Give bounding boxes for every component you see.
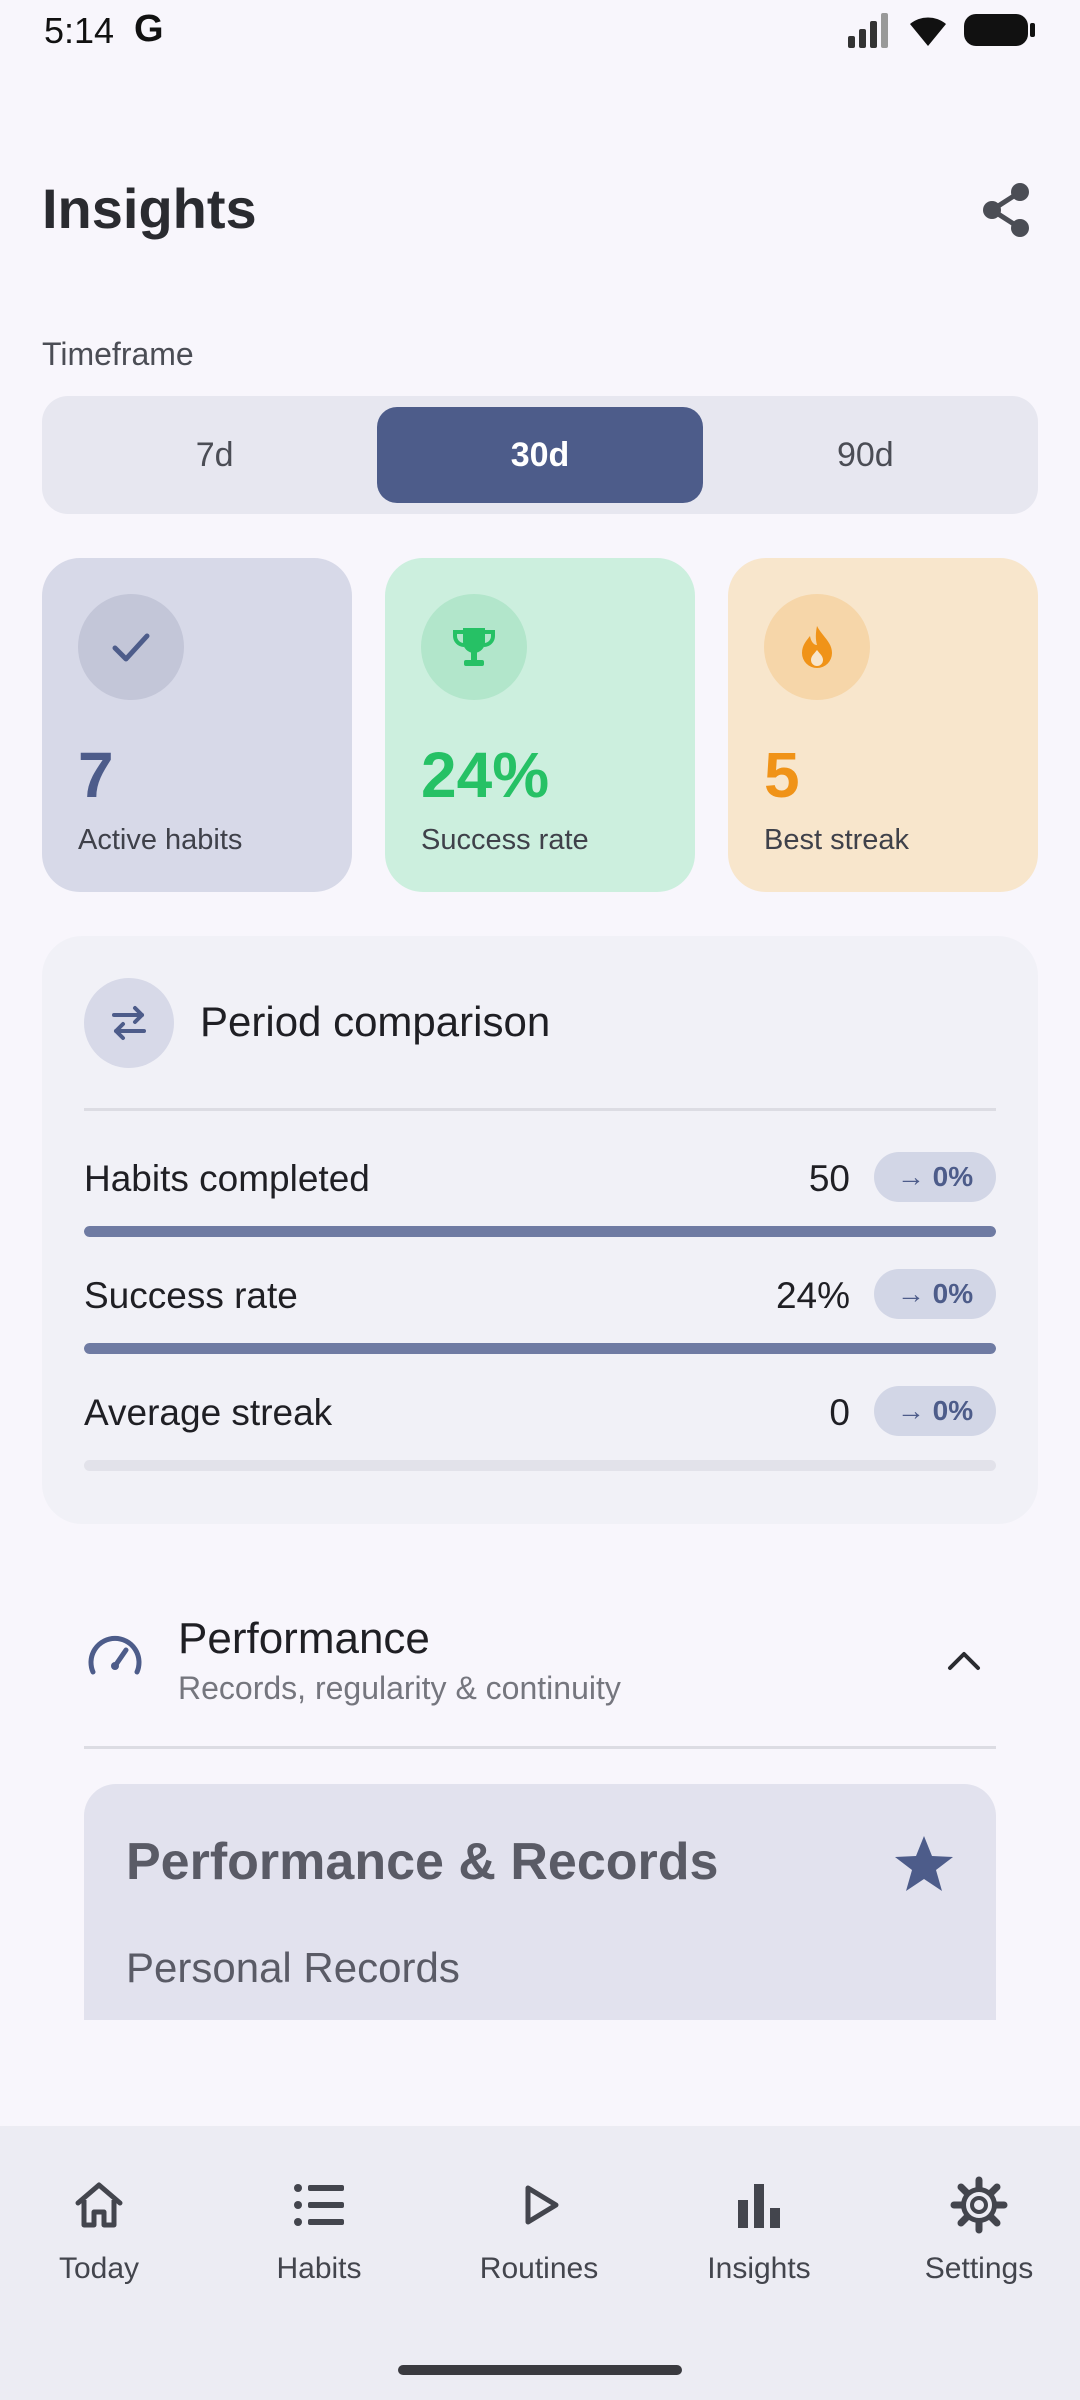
signal-icon: [848, 13, 888, 48]
star-icon: [895, 1836, 953, 1891]
nav-insights[interactable]: Insights: [669, 2176, 849, 2326]
check-icon: [112, 633, 150, 662]
success-rate-card: 24% Success rate: [385, 558, 695, 892]
timeframe-option-30d[interactable]: 30d: [377, 407, 703, 503]
metric-label: Habits completed: [84, 1158, 370, 1199]
performance-subtitle: Records, regularity & continuity: [178, 1670, 621, 1706]
nav-settings[interactable]: Settings: [889, 2176, 1069, 2326]
active-habits-card: 7 Active habits: [42, 558, 352, 892]
metric-average-streak: Average streak 0 → 0%: [84, 1386, 996, 1472]
divider: [84, 1746, 996, 1749]
divider: [84, 1108, 996, 1111]
metric-label: Average streak: [84, 1392, 333, 1433]
bar-chart-icon: [738, 2184, 780, 2228]
nav-label: Today: [58, 2252, 140, 2285]
metric-progress-fill: [84, 1343, 996, 1354]
bottom-navigation: Today Habits Routines Insights: [0, 2126, 1080, 2400]
flame-icon: [802, 626, 832, 668]
share-icon: [983, 183, 1029, 237]
battery-icon: [964, 14, 1035, 46]
chevron-up-icon[interactable]: [944, 1640, 984, 1680]
metric-change-badge: → 0%: [874, 1269, 996, 1319]
metric-habits-completed: Habits completed 50 → 0%: [84, 1152, 996, 1238]
list-icon: [294, 2184, 344, 2226]
active-habits-value: 7: [78, 739, 114, 811]
active-habits-label: Active habits: [78, 824, 243, 856]
gear-icon: [950, 2176, 1008, 2234]
timeframe-option-7d[interactable]: 7d: [195, 435, 234, 474]
metric-label: Success rate: [84, 1275, 298, 1316]
metric-change-badge: → 0%: [874, 1386, 996, 1436]
play-icon: [525, 2185, 559, 2225]
nav-label: Habits: [276, 2252, 362, 2285]
success-rate-value: 24%: [421, 739, 550, 811]
best-streak-label: Best streak: [764, 824, 910, 856]
trophy-icon: [453, 628, 495, 666]
period-comparison-card: Period comparison Habits completed 50 → …: [42, 936, 1038, 1524]
nav-routines[interactable]: Routines: [449, 2176, 629, 2326]
swap-arrows-icon: [112, 1006, 146, 1040]
metric-progress-bar: [84, 1226, 996, 1237]
success-rate-badge: [421, 594, 527, 700]
home-indicator: [398, 2365, 682, 2375]
best-streak-value: 5: [764, 739, 800, 811]
active-habits-badge: [78, 594, 184, 700]
metric-value: 24%: [775, 1275, 850, 1316]
metric-success-rate: Success rate 24% → 0%: [84, 1269, 996, 1355]
best-streak-card: 5 Best streak: [728, 558, 1038, 892]
nav-label: Insights: [707, 2252, 811, 2285]
nav-label: Routines: [479, 2252, 599, 2285]
metric-progress-bar: [84, 1343, 996, 1354]
nav-habits[interactable]: Habits: [229, 2176, 409, 2326]
wifi-icon: [910, 17, 946, 46]
google-logo: G: [134, 8, 164, 50]
nav-label: Settings: [924, 2252, 1034, 2285]
timeframe-selector: 7d 30d 90d: [42, 396, 1038, 514]
metric-progress-fill: [84, 1226, 996, 1237]
performance-records-card: Performance & Records Personal Records: [84, 1784, 996, 2020]
timeframe-option-90d[interactable]: 90d: [836, 435, 894, 474]
status-time: 5:14: [44, 10, 115, 51]
best-streak-badge: [764, 594, 870, 700]
speedometer-icon: [88, 1635, 142, 1675]
status-bar: 5:14 G: [0, 0, 1080, 64]
metric-change-badge: → 0%: [874, 1152, 996, 1202]
metric-value: 0: [829, 1392, 850, 1433]
metric-progress-bar: [84, 1460, 996, 1471]
period-comparison-badge: [84, 978, 174, 1068]
timeframe-label: Timeframe: [42, 336, 194, 372]
nav-today[interactable]: Today: [9, 2176, 189, 2326]
share-button[interactable]: [976, 180, 1036, 240]
success-rate-label: Success rate: [421, 824, 589, 856]
page-title: Insights: [42, 177, 257, 240]
performance-title: Performance: [178, 1614, 430, 1663]
personal-records-heading: Personal Records: [126, 1944, 460, 1991]
home-icon: [75, 2182, 123, 2228]
period-comparison-title: Period comparison: [200, 998, 551, 1045]
records-title: Performance & Records: [126, 1833, 719, 1891]
metric-value: 50: [808, 1158, 850, 1199]
